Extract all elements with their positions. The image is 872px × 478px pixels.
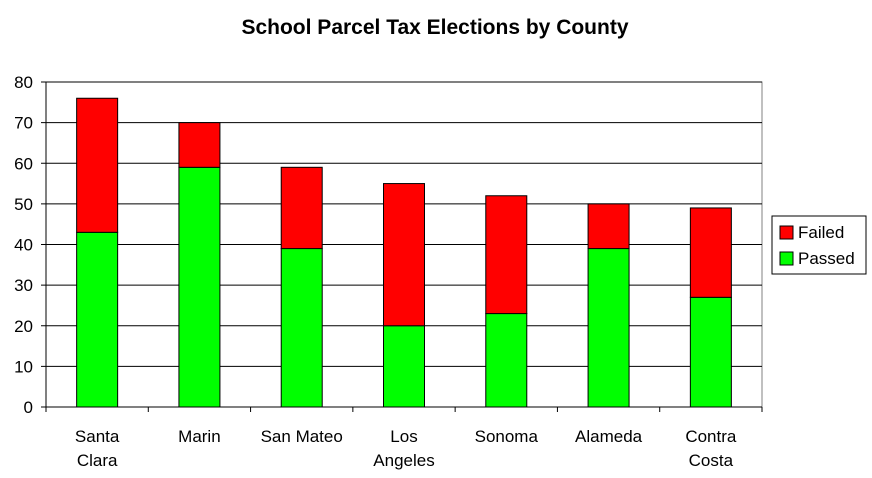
legend-label-failed: Failed — [798, 223, 844, 242]
legend: Failed Passed — [771, 215, 867, 275]
bar-passed-5 — [587, 248, 630, 408]
bar-failed-5 — [587, 203, 630, 250]
x-tick-label-line: Marin — [178, 427, 221, 446]
bar-passed-3 — [383, 325, 425, 408]
bar-failed-2 — [280, 166, 323, 250]
x-tick-label-5: Alameda — [575, 427, 643, 446]
x-tick-label-3: Los Angeles — [373, 427, 434, 470]
x-tick-label-2: San Mateo — [261, 427, 343, 446]
bar-passed-4 — [485, 313, 528, 408]
x-tick-label-line: Costa — [689, 451, 734, 470]
bar-passed-0 — [76, 231, 119, 408]
x-tick-label-line: Angeles — [373, 451, 434, 470]
plot-area: 0 10 20 30 40 50 60 70 80 Santa Clara Marin San Mate… — [14, 73, 763, 470]
bar-failed-0 — [76, 97, 119, 233]
x-tick-label-line: Sonoma — [475, 427, 539, 446]
y-tick-label-7: 70 — [14, 114, 33, 133]
legend-label-passed: Passed — [798, 249, 855, 268]
x-tick-label-line: Clara — [77, 451, 118, 470]
x-tick-label-4: Sonoma — [475, 427, 539, 446]
bar-failed-3 — [383, 183, 425, 327]
legend-swatch-passed — [779, 251, 794, 266]
x-tick-label-6: Contra Costa — [685, 427, 737, 470]
chart-title: School Parcel Tax Elections by County — [241, 16, 628, 39]
bar-passed-1 — [178, 166, 221, 408]
y-tick-label-8: 80 — [14, 73, 33, 92]
y-tick-label-5: 50 — [14, 195, 33, 214]
bar-failed-1 — [178, 122, 221, 168]
x-tick-label-line: Santa — [75, 427, 120, 446]
x-tick-label-line: San Mateo — [261, 427, 343, 446]
legend-swatch-failed — [779, 225, 794, 240]
x-tick-label-line: Alameda — [575, 427, 643, 446]
bar-passed-6 — [689, 296, 732, 408]
bar-failed-4 — [485, 195, 528, 315]
y-tick-label-1: 10 — [14, 357, 33, 376]
bar-passed-2 — [280, 248, 323, 408]
x-tick-label-0: Santa Clara — [75, 427, 120, 470]
y-tick-label-6: 60 — [14, 154, 33, 173]
y-tick-label-4: 40 — [14, 236, 33, 255]
y-tick-label-3: 30 — [14, 276, 33, 295]
y-tick-label-0: 0 — [24, 398, 33, 417]
bar-failed-6 — [689, 207, 732, 298]
x-tick-label-line: Los — [390, 427, 417, 446]
x-tick-label-1: Marin — [178, 427, 221, 446]
x-tick-label-line: Contra — [685, 427, 737, 446]
y-tick-label-2: 20 — [14, 317, 33, 336]
